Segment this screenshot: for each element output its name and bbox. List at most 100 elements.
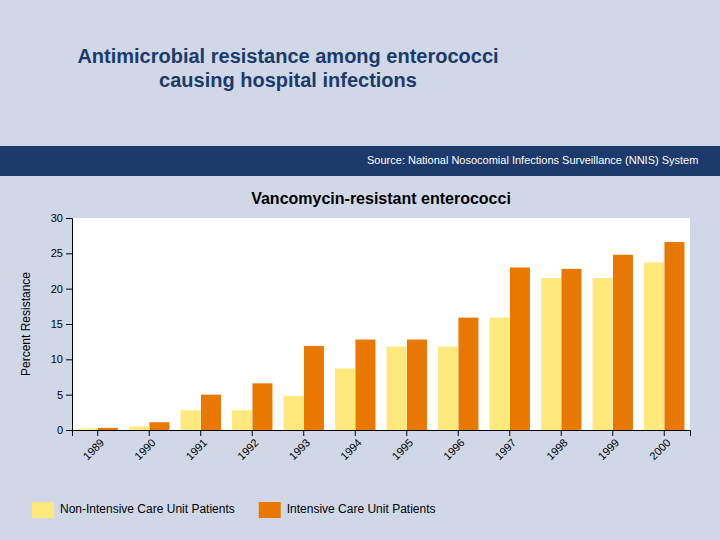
bar bbox=[129, 426, 149, 430]
bar bbox=[284, 396, 304, 430]
tick-mark bbox=[664, 430, 665, 436]
y-axis: 0 5 10 15 20 25 30 bbox=[51, 212, 73, 436]
tick-mark bbox=[66, 395, 72, 396]
tick-label: 1996 bbox=[441, 436, 467, 462]
tick-mark bbox=[66, 289, 72, 290]
tick-label: 1998 bbox=[544, 436, 570, 462]
tick: 1992 bbox=[235, 430, 261, 462]
tick-label: 20 bbox=[51, 283, 63, 295]
tick: 1997 bbox=[493, 430, 519, 462]
bar bbox=[232, 410, 252, 430]
tick-mark bbox=[252, 430, 253, 436]
tick-label: 1995 bbox=[390, 436, 416, 462]
tick: 1999 bbox=[596, 430, 622, 462]
bar bbox=[201, 395, 221, 430]
tick-label: 1993 bbox=[287, 436, 313, 462]
source: Source: National Nosocomial Infections S… bbox=[367, 154, 698, 166]
tick-label: 1991 bbox=[184, 436, 210, 462]
y-axis-title: Percent Resistance bbox=[19, 272, 33, 376]
bar-series bbox=[98, 242, 684, 430]
bar bbox=[490, 318, 510, 430]
tick: 20 bbox=[51, 283, 72, 295]
x-axis: 1989 1990 1991 1992 1993 1994 1995 1996 1997 1998… bbox=[73, 430, 691, 462]
bar bbox=[304, 346, 324, 430]
legend-swatch bbox=[32, 502, 54, 518]
bar bbox=[181, 410, 201, 430]
tick: 1990 bbox=[132, 430, 158, 462]
bar bbox=[149, 422, 169, 430]
tick-mark bbox=[200, 430, 201, 436]
tick-label: 5 bbox=[57, 389, 63, 401]
bar bbox=[438, 347, 458, 430]
tick-label: 1990 bbox=[132, 436, 158, 462]
axis-line bbox=[73, 431, 691, 437]
tick-mark bbox=[406, 430, 407, 436]
tick-label: 1992 bbox=[235, 436, 261, 462]
bar bbox=[407, 340, 427, 430]
tick-mark bbox=[458, 430, 459, 436]
tick-label: 1994 bbox=[338, 436, 364, 462]
tick-mark bbox=[66, 359, 72, 360]
tick-mark bbox=[66, 324, 72, 325]
tick-mark bbox=[97, 430, 98, 436]
tick: 5 bbox=[57, 389, 72, 401]
tick: 1993 bbox=[287, 430, 313, 462]
bar bbox=[355, 340, 375, 430]
chart: Antimicrobial resistance among enterococ… bbox=[0, 0, 720, 540]
bar bbox=[78, 429, 98, 430]
bar bbox=[335, 369, 355, 430]
legend-item: Non-Intensive Care Unit Patients bbox=[32, 502, 235, 518]
tick-mark bbox=[509, 430, 510, 436]
tick-label: 1999 bbox=[596, 436, 622, 462]
bar bbox=[613, 255, 633, 430]
tick: 1996 bbox=[441, 430, 467, 462]
tick: 1998 bbox=[544, 430, 570, 462]
bar bbox=[252, 383, 272, 430]
background bbox=[0, 0, 720, 540]
legend-label: Non-Intensive Care Unit Patients bbox=[60, 502, 235, 516]
bar bbox=[644, 263, 664, 430]
tick-mark bbox=[303, 430, 304, 436]
tick: 1989 bbox=[81, 430, 107, 462]
tick-mark bbox=[561, 430, 562, 436]
tick-label: 10 bbox=[51, 353, 63, 365]
legend-swatch bbox=[259, 502, 281, 518]
tick-label: 0 bbox=[57, 424, 63, 436]
tick-mark bbox=[612, 430, 613, 436]
tick: 1991 bbox=[184, 430, 210, 462]
tick-mark bbox=[66, 253, 72, 254]
tick: 1994 bbox=[338, 430, 364, 462]
bar bbox=[98, 428, 118, 430]
tick-label: 25 bbox=[51, 247, 63, 259]
tick-mark bbox=[66, 218, 72, 219]
tick: 15 bbox=[51, 318, 72, 330]
tick: 30 bbox=[51, 212, 72, 224]
plot-background bbox=[72, 218, 690, 430]
tick-mark bbox=[149, 430, 150, 436]
tick: 2000 bbox=[647, 430, 673, 462]
plot: 0 5 10 15 20 25 30 1989 1990 1991 1992 1993 1994 1995… bbox=[51, 212, 691, 462]
bar bbox=[510, 267, 530, 430]
tick-mark bbox=[355, 430, 356, 436]
tick: 1995 bbox=[390, 430, 416, 462]
bar bbox=[664, 242, 684, 430]
bar bbox=[593, 278, 613, 430]
bar bbox=[541, 278, 561, 430]
axis-line bbox=[66, 219, 73, 431]
tick-mark bbox=[66, 430, 72, 431]
legend: Non-Intensive Care Unit Patients Intensiv… bbox=[32, 502, 436, 518]
tick-label: 30 bbox=[51, 212, 63, 224]
title: Vancomycin-resistant enterococci bbox=[251, 190, 511, 207]
tick: 10 bbox=[51, 353, 72, 365]
tick: 0 bbox=[57, 424, 72, 436]
legend-item: Intensive Care Unit Patients bbox=[259, 502, 436, 518]
tick: 25 bbox=[51, 247, 72, 259]
bar bbox=[561, 269, 581, 430]
legend-label: Intensive Care Unit Patients bbox=[287, 502, 436, 516]
source-band bbox=[0, 146, 720, 176]
tick-label: 15 bbox=[51, 318, 63, 330]
bar bbox=[387, 347, 407, 430]
bar-series bbox=[78, 263, 664, 430]
bars bbox=[78, 242, 685, 430]
header-title: Antimicrobial resistance among enterococ… bbox=[77, 45, 498, 91]
